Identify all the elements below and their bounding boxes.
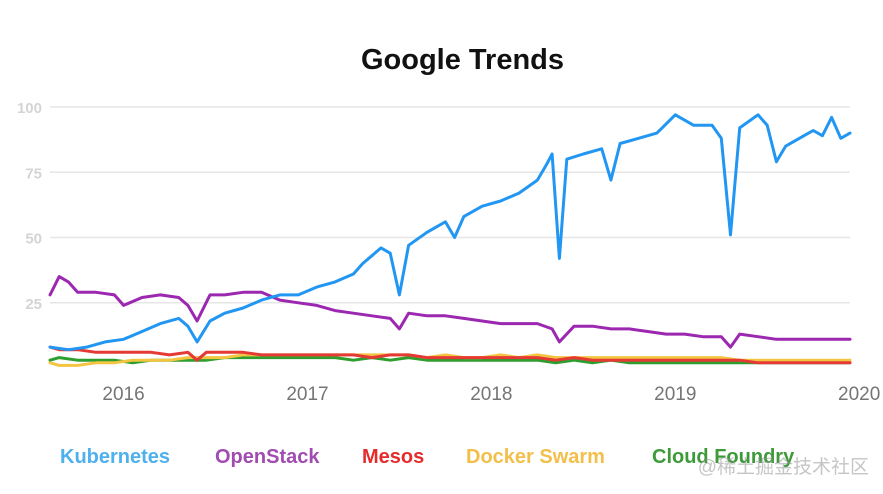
legend-item-cloud-foundry: Cloud Foundry — [652, 446, 795, 468]
x-tick-label: 2018 — [470, 384, 512, 405]
x-tick-label: 2019 — [654, 384, 696, 405]
series-line-docker-swarm — [48, 353, 852, 367]
watermark: @稀土掘金技术社区 — [697, 457, 869, 478]
y-tick-label: 50 — [25, 231, 42, 248]
series-line-kubernetes — [48, 113, 852, 352]
y-tick-label: 25 — [25, 296, 42, 313]
x-tick-label: 2020 — [838, 384, 880, 405]
y-tick-label: 100 — [17, 100, 42, 117]
legend-item-mesos: Mesos — [362, 446, 425, 468]
x-tick-label: 2016 — [102, 384, 144, 405]
series-line-openstack — [48, 275, 852, 349]
y-tick-label: 75 — [25, 165, 42, 182]
x-tick-label: 2017 — [286, 384, 328, 405]
legend-item-openstack: OpenStack — [215, 446, 320, 468]
legend-item-kubernetes: Kubernetes — [60, 446, 171, 468]
legend: Kubernetes OpenStack Mesos Docker Swarm Clou… — [0, 446, 883, 476]
chart-title: Google Trends — [360, 44, 565, 76]
series-line-mesos — [48, 345, 852, 365]
legend-item-docker-swarm: Docker Swarm — [466, 446, 605, 468]
